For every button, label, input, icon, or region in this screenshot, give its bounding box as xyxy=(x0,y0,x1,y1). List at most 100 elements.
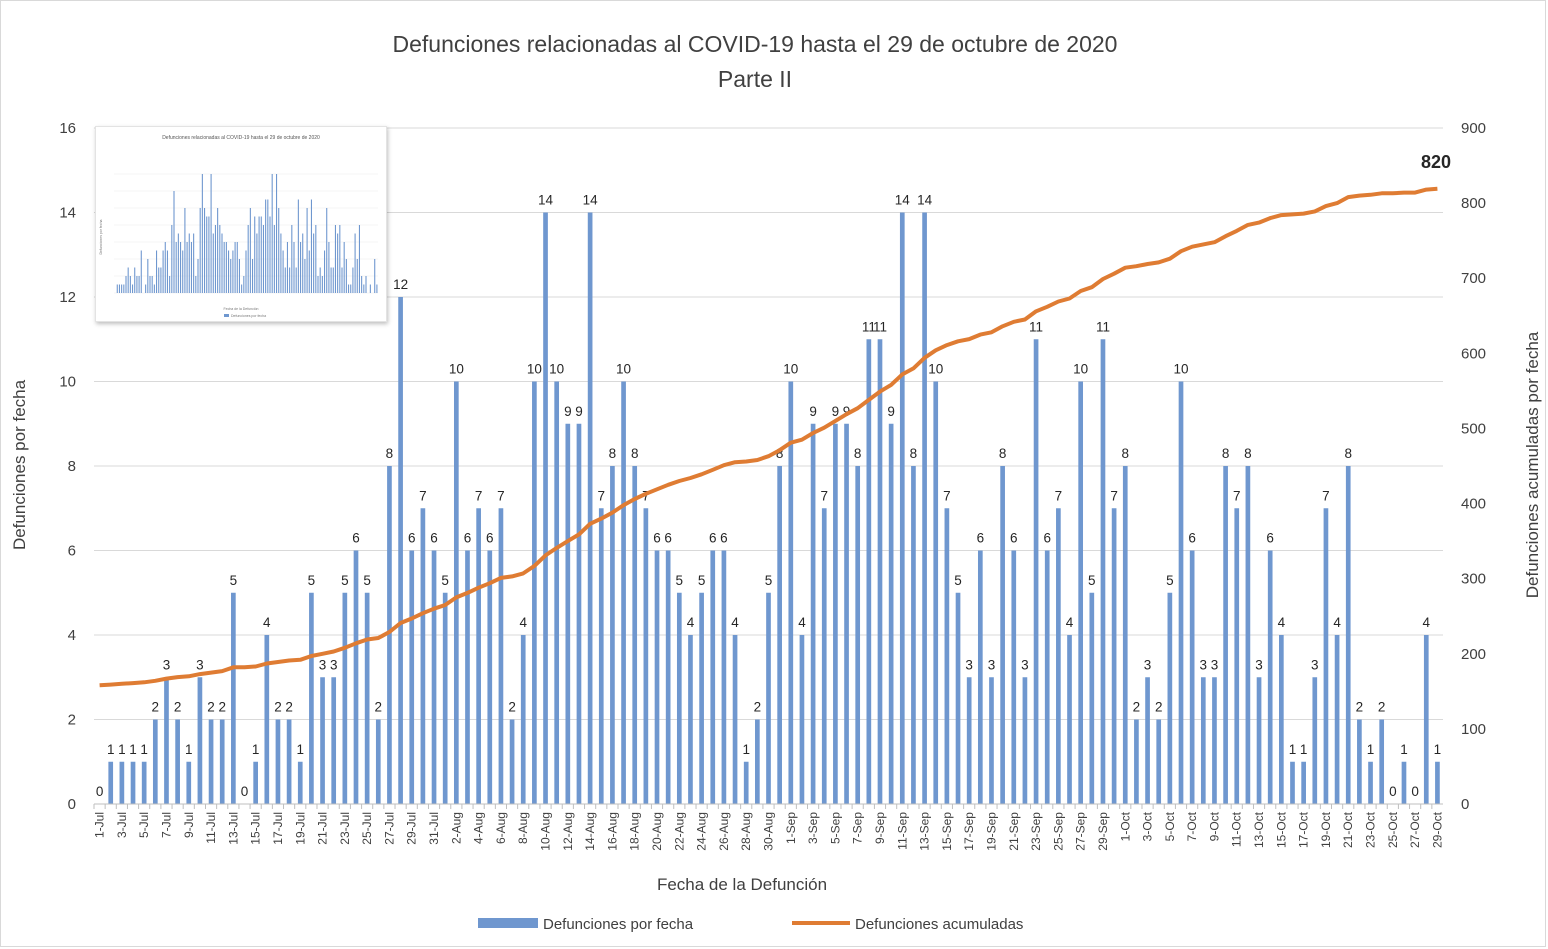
data-label: 9 xyxy=(575,404,583,419)
bar xyxy=(532,381,537,804)
thumbnail-bar xyxy=(282,250,284,293)
bar xyxy=(208,719,214,804)
bar xyxy=(1122,466,1128,804)
x-tick-label: 29-Jul xyxy=(405,812,419,845)
thumbnail-bar xyxy=(212,233,214,293)
thumbnail-bar xyxy=(147,259,149,293)
thumbnail-bar xyxy=(238,259,240,293)
x-tick-label: 11-Sep xyxy=(895,812,909,850)
thumbnail-bar xyxy=(138,276,140,293)
thumbnail-bar xyxy=(334,225,336,293)
thumbnail-bar xyxy=(273,225,275,293)
bar xyxy=(643,508,649,804)
data-label: 8 xyxy=(609,446,617,461)
bar xyxy=(387,466,392,804)
bar xyxy=(219,719,225,804)
data-label: 4 xyxy=(519,615,527,630)
y2-tick-label: 800 xyxy=(1461,195,1486,212)
bar xyxy=(755,719,760,804)
thumbnail-bar xyxy=(182,250,184,293)
data-label: 6 xyxy=(486,531,494,546)
bar xyxy=(688,635,693,804)
x-tick-label: 22-Aug xyxy=(672,812,686,851)
thumbnail-legend-swatch xyxy=(224,314,229,317)
thumbnail-title: Defunciones relacionadas al COVID-19 has… xyxy=(162,135,320,141)
bar xyxy=(1435,761,1440,804)
bar xyxy=(309,592,314,804)
x-tick-label: 3-Oct xyxy=(1141,811,1155,841)
x-tick-label: 28-Aug xyxy=(739,812,753,851)
data-label: 6 xyxy=(1010,531,1018,546)
cumulative-line xyxy=(99,186,1438,688)
data-label: 10 xyxy=(928,362,943,377)
data-label: 11 xyxy=(873,319,887,334)
thumbnail-bar xyxy=(201,174,203,293)
data-label: 3 xyxy=(1021,657,1029,672)
thumbnail-bar xyxy=(265,199,267,293)
data-label: 6 xyxy=(1188,531,1196,546)
bar xyxy=(888,423,894,804)
data-label: 7 xyxy=(419,488,427,503)
thumbnail-bar xyxy=(204,208,206,293)
y-tick-label: 2 xyxy=(68,712,76,729)
data-label: 6 xyxy=(464,531,472,546)
bar xyxy=(732,635,738,804)
data-label: 2 xyxy=(1356,700,1364,715)
thumbnail-bar xyxy=(151,276,153,293)
thumbnail-bar xyxy=(116,284,118,293)
bar xyxy=(1200,677,1206,804)
thumbnail-bar xyxy=(134,267,136,293)
x-tick-label: 25-Jul xyxy=(360,812,374,845)
thumbnail-bar xyxy=(162,250,164,293)
data-label: 8 xyxy=(999,446,1007,461)
x-tick-label: 3-Jul xyxy=(115,812,129,838)
thumbnail-chart-image: Defunciones relacionadas al COVID-19 has… xyxy=(95,126,387,322)
thumbnail-bar xyxy=(118,284,120,293)
data-label: 3 xyxy=(319,657,327,672)
x-tick-label: 23-Oct xyxy=(1364,811,1378,848)
thumbnail-bar xyxy=(193,233,195,293)
bar xyxy=(364,592,370,804)
x-tick-label: 18-Aug xyxy=(628,812,642,851)
bar xyxy=(509,719,515,804)
thumbnail-bar xyxy=(280,233,282,293)
data-label: 4 xyxy=(1333,615,1341,630)
data-label: 10 xyxy=(549,362,564,377)
thumbnail-bar xyxy=(252,259,254,293)
data-label: 6 xyxy=(977,531,985,546)
data-label: 1 xyxy=(140,742,148,757)
bar xyxy=(342,592,348,804)
data-label: 14 xyxy=(895,193,911,208)
bar xyxy=(409,550,415,804)
x-tick-label: 17-Sep xyxy=(962,812,976,851)
bar xyxy=(1234,508,1240,804)
data-label: 8 xyxy=(1122,446,1130,461)
data-label: 1 xyxy=(118,742,126,757)
final-total-label: 820 xyxy=(1421,152,1451,172)
bar xyxy=(1134,719,1139,804)
bar xyxy=(231,592,236,804)
bar xyxy=(788,381,794,804)
y2-tick-label: 600 xyxy=(1461,345,1486,362)
bar xyxy=(1078,381,1084,804)
thumbnail-bar xyxy=(123,284,125,293)
data-label: 5 xyxy=(230,573,238,588)
thumbnail-bar xyxy=(330,267,332,293)
bar xyxy=(933,381,939,804)
bar xyxy=(621,381,626,804)
bar xyxy=(465,550,470,804)
thumbnail-bar xyxy=(365,276,367,293)
thumbnail-bar xyxy=(293,242,295,293)
data-label: 4 xyxy=(731,615,739,630)
data-label: 3 xyxy=(965,657,973,672)
bar xyxy=(476,508,481,804)
thumbnail-bar xyxy=(160,267,162,293)
data-label: 14 xyxy=(538,193,554,208)
thumbnail-bar xyxy=(125,276,127,293)
x-tick-label: 13-Jul xyxy=(226,812,240,845)
data-label: 8 xyxy=(1222,446,1230,461)
data-label: 1 xyxy=(1300,742,1308,757)
x-tick-label: 19-Sep xyxy=(984,812,998,851)
data-label: 4 xyxy=(1278,615,1286,630)
axes: 0246810121416010020030040050060070080090… xyxy=(59,120,1486,851)
